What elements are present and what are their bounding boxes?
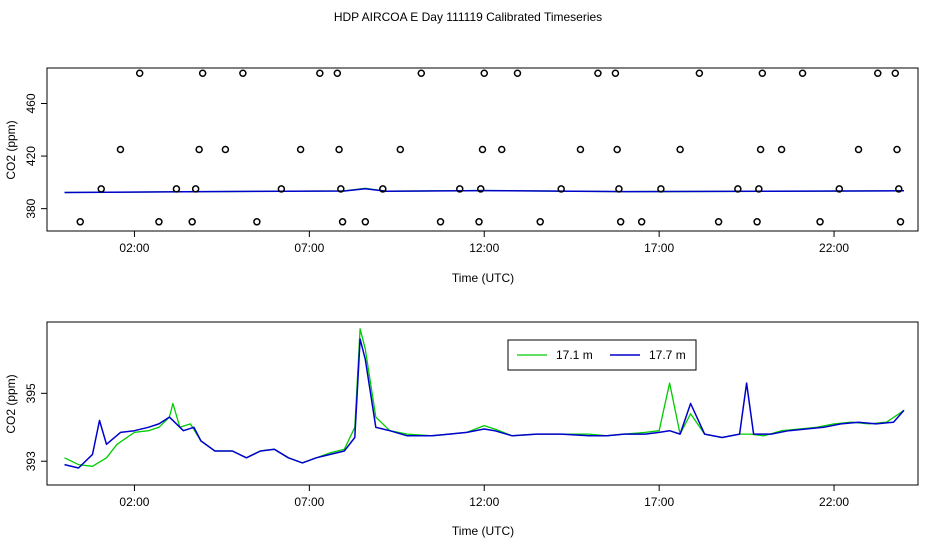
scatter-point (835, 185, 844, 193)
scatter-point (198, 69, 207, 78)
y-ticks-bottom: 393 395 (24, 383, 47, 471)
legend-label-17-1m: 17.1 m (556, 348, 593, 362)
scatter-point (657, 185, 665, 193)
scatter-point (893, 145, 901, 154)
scatter-point (361, 218, 370, 226)
chart-title: HDP AIRCOA E Day 111119 Calibrated Times… (333, 10, 603, 24)
scatter-point (536, 218, 544, 226)
panel-top: 380 420 460 02:00 07:00 12:00 17:00 22:00 Time… (4, 67, 919, 285)
scatter-point (758, 69, 767, 78)
scatter-point (557, 185, 565, 193)
x-axis-label-top: Time (UTC) (452, 271, 514, 285)
scatter-point (316, 69, 324, 78)
scatter-points-top (76, 69, 905, 226)
scatter-point (191, 185, 200, 193)
x-ticks-bottom: 02:00 07:00 12:00 17:00 22:00 (119, 485, 849, 509)
y-ticks-top: 380 420 460 (24, 93, 47, 219)
scatter-point (756, 145, 765, 154)
x-tick-label: 17:00 (644, 495, 674, 509)
scatter-point (188, 218, 196, 226)
series-lines-top (64, 187, 905, 194)
scatter-point (379, 185, 387, 193)
x-tick-label: 02:00 (119, 495, 149, 509)
scatter-point (896, 218, 905, 226)
x-tick-label: 07:00 (294, 241, 324, 255)
scatter-point (755, 185, 763, 193)
x-tick-label: 12:00 (469, 495, 499, 509)
x-ticks-top: 02:00 07:00 12:00 17:00 22:00 (119, 231, 849, 255)
scatter-point (277, 185, 286, 193)
scatter-point (637, 218, 646, 226)
series-line (64, 187, 905, 194)
scatter-point (594, 69, 602, 78)
y-tick-label: 420 (24, 146, 38, 166)
scatter-point (253, 218, 261, 226)
scatter-point (777, 145, 786, 154)
scatter-point (816, 218, 824, 226)
scatter-point (695, 69, 704, 78)
scatter-point (615, 185, 623, 193)
scatter-point (478, 145, 487, 154)
scatter-point (335, 145, 343, 154)
scatter-point (734, 185, 742, 193)
y-axis-label-bottom: CO2 (ppm) (4, 374, 18, 433)
y-axis-label-top: CO2 (ppm) (4, 120, 18, 179)
scatter-point (436, 218, 445, 226)
x-tick-label: 07:00 (294, 495, 324, 509)
scatter-point (333, 69, 342, 78)
legend-label-17-7m: 17.7 m (649, 348, 686, 362)
scatter-point (854, 145, 863, 154)
scatter-point (456, 185, 464, 193)
scatter-point (613, 145, 621, 154)
scatter-point (611, 69, 620, 78)
y-tick-label: 395 (24, 383, 38, 403)
series-line (64, 338, 905, 469)
scatter-point (497, 145, 506, 154)
y-tick-label: 393 (24, 451, 38, 471)
scatter-point (891, 69, 900, 78)
series-lines-bottom (64, 328, 905, 469)
scatter-point (172, 185, 181, 193)
scatter-point (798, 69, 807, 78)
scatter-point (753, 218, 761, 226)
x-tick-label: 02:00 (119, 241, 149, 255)
scatter-point (296, 145, 305, 154)
x-tick-label: 22:00 (819, 241, 849, 255)
scatter-point (475, 218, 483, 226)
panel-bottom: 393 395 02:00 07:00 12:00 17:00 22:00 Time (U… (4, 321, 919, 538)
scatter-point (714, 218, 723, 226)
scatter-point (576, 145, 585, 154)
y-tick-label: 460 (24, 93, 38, 113)
series-line (64, 328, 905, 467)
x-tick-label: 12:00 (469, 241, 499, 255)
scatter-point (895, 185, 903, 193)
scatter-point (135, 69, 144, 78)
plot-frame-top (46, 67, 919, 232)
scatter-point (477, 185, 485, 193)
scatter-point (76, 218, 84, 226)
scatter-point (239, 69, 247, 78)
scatter-point (116, 145, 125, 154)
scatter-point (616, 218, 625, 226)
x-tick-label: 17:00 (644, 241, 674, 255)
scatter-point (676, 145, 684, 154)
scatter-point (874, 69, 882, 78)
scatter-point (513, 69, 522, 78)
scatter-point (338, 218, 347, 226)
scatter-point (417, 69, 426, 78)
x-tick-label: 22:00 (819, 495, 849, 509)
plot-frame-bottom (46, 321, 919, 486)
legend: 17.1 m 17.7 m (507, 339, 697, 371)
x-axis-label-bottom: Time (UTC) (452, 524, 514, 538)
scatter-point (195, 145, 203, 154)
scatter-point (221, 145, 230, 154)
scatter-point (337, 185, 345, 193)
y-tick-label: 380 (24, 198, 38, 218)
scatter-point (480, 69, 488, 78)
scatter-point (396, 145, 405, 154)
scatter-point (97, 185, 105, 193)
scatter-point (155, 218, 163, 226)
